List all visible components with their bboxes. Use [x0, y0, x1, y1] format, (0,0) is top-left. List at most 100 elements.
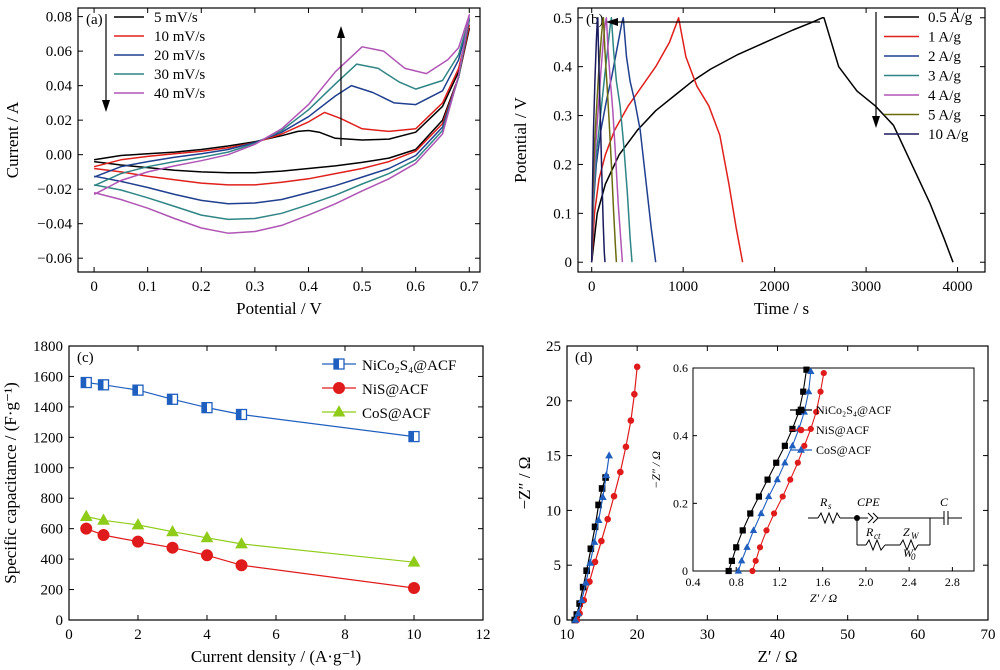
gcd-curve [590, 17, 657, 263]
data-point [582, 578, 590, 586]
inset-legend-label: NiCo₂S₄@ACF [816, 403, 892, 417]
x-tick-label: 30 [700, 627, 715, 643]
plot-frame [77, 7, 481, 273]
data-point-fill [236, 409, 242, 420]
data-point [201, 549, 213, 562]
data-point [131, 518, 145, 530]
inset-data-point [773, 475, 782, 483]
data-point [586, 558, 595, 566]
inset-data-point [763, 527, 770, 534]
legend-label: 4 A/g [928, 88, 961, 104]
inset-data-point [781, 458, 789, 466]
data-point [631, 390, 638, 398]
y-axis-label: Current / A [3, 101, 22, 178]
data-point [610, 492, 618, 500]
inset-data-point [804, 387, 813, 395]
x-tick-label: 20 [630, 627, 645, 643]
panel-label: (d) [575, 350, 593, 366]
y-tick-label: 0.5 [553, 11, 572, 27]
inset-data-point [801, 442, 808, 449]
left-arrow-head [606, 18, 618, 26]
gcd-curve [590, 17, 744, 263]
inset-data-point [764, 476, 771, 483]
cv-curve [93, 19, 471, 205]
zw-label-sub: W [911, 531, 920, 541]
cpe-label: CPE [857, 495, 880, 509]
inset-data-point [807, 367, 815, 374]
gcd-curve [590, 17, 633, 263]
y-tick-label: 0.2 [553, 157, 572, 173]
y-tick-label: 0.3 [553, 109, 572, 125]
inset-data-point [813, 408, 820, 416]
inset-data-point [739, 527, 746, 534]
inset-data-point [728, 557, 736, 564]
x-tick-label: 2000 [760, 279, 790, 295]
x-tick-label: 0 [65, 627, 73, 643]
panel-label: (b) [586, 12, 604, 28]
inset-data-point [787, 476, 794, 483]
y-tick-label: 0.4 [553, 60, 572, 76]
y-tick-label: −0.02 [37, 182, 72, 198]
data-point [598, 493, 607, 500]
data-point [598, 485, 606, 492]
inset-x-tick-label: 2.0 [858, 575, 873, 589]
y-axis-label: Potential / V [511, 96, 530, 182]
y-tick-label: 0.08 [46, 10, 72, 26]
y-axis-label: −Z″ / Ω [515, 457, 534, 510]
y-tick-label: −0.06 [37, 251, 72, 267]
x-tick-label: 0.3 [246, 279, 265, 295]
data-point [604, 515, 611, 523]
down-arrow-head [872, 116, 880, 128]
inset-y-tick-label: 0 [682, 564, 688, 578]
up-arrow-head [337, 26, 345, 38]
data-point [97, 529, 110, 542]
x-tick-label: 0.6 [406, 279, 425, 295]
legend-marker [332, 405, 346, 417]
data-point [166, 524, 179, 537]
x-axis-label: Time / s [754, 299, 809, 318]
data-point [617, 468, 624, 476]
legend-label: 5 A/g [928, 108, 961, 124]
data-point [97, 513, 110, 525]
y-tick-label: 200 [41, 583, 64, 599]
inset-data-point [789, 425, 796, 432]
inset-data-point [747, 510, 754, 517]
inset-data-point [800, 388, 807, 395]
inset-data-point [803, 366, 810, 373]
x-tick-label: 4000 [943, 279, 973, 295]
inset-data-point [749, 526, 758, 533]
legend-label: 10 mV/s [154, 29, 205, 45]
inset-x-tick-label: 2.4 [902, 575, 917, 589]
panel-b-gcd-curves: 0 1000 2000 3000 4000 0 0.1 0.2 0.3 0.4 0.5 Time / … [511, 7, 986, 318]
data-point [602, 471, 611, 479]
data-point-fill [202, 402, 207, 413]
data-point [235, 559, 248, 572]
y-tick-label: 0 [554, 613, 562, 629]
inset-y-axis-label: −Z″ / Ω [649, 451, 663, 489]
y-tick-label: 0 [565, 255, 573, 271]
x-tick-label: 1000 [668, 279, 698, 295]
y-tick-label: 0.00 [46, 148, 72, 164]
nyquist-line [574, 455, 610, 621]
legend-label: 20 mV/s [154, 48, 205, 64]
inset-x-tick-label: 2.8 [945, 575, 960, 589]
inset-data-point [807, 425, 814, 432]
panel-a-cv-curves: 0 0.1 0.2 0.3 0.4 0.5 0.6 0.7 −0.06 −0.04 −0.02 0.0… [3, 7, 481, 318]
x-axis-label: Potential / V [236, 299, 322, 318]
nyquist-line [574, 477, 607, 621]
inset-data-point [820, 369, 827, 377]
x-tick-label: 0 [90, 279, 98, 295]
inset-data-point [749, 567, 756, 575]
data-point [594, 516, 603, 524]
data-point [622, 443, 630, 451]
data-point [80, 522, 93, 535]
legend-marker-fill [334, 359, 339, 369]
c-label: C [940, 495, 949, 509]
y-tick-label: 0.02 [46, 113, 72, 129]
inset-data-point [794, 459, 801, 466]
y-tick-label: 1400 [33, 400, 63, 416]
x-axis-label: Z′ / Ω [758, 647, 798, 666]
data-point-fill [409, 431, 414, 442]
data-point-fill [81, 377, 87, 388]
